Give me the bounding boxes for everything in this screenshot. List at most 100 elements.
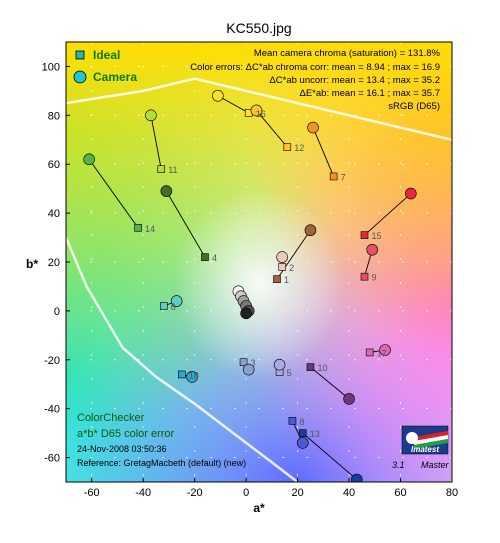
stats-box: Mean camera chroma (saturation) = 131.8%… [190,48,440,112]
camera-point-11 [145,109,157,122]
patch-label-6: 6 [171,302,176,312]
ideal-point-2 [278,263,286,271]
footer-subtitle: a*b* D65 color error [77,428,175,440]
legend-ideal-label: Ideal [93,48,120,62]
patch-label-16: 16 [256,109,266,119]
patch-label-2: 2 [289,263,294,273]
patch-label-5: 5 [287,368,292,378]
y-tick-label: -20 [44,355,60,367]
ideal-point-18 [178,370,186,379]
x-tick-label: 40 [343,487,355,499]
x-tick-label: 60 [394,487,406,499]
stats-line-1: Mean camera chroma (saturation) = 131.8% [254,48,441,59]
camera-point-3 [242,363,255,376]
footer-annotation: ColorChecker a*b* D65 color error 24-Nov… [77,412,246,468]
ideal-point-8 [288,417,297,425]
camera-point-7 [307,121,319,134]
camera-point-14 [83,153,95,166]
error-connector-15 [364,193,412,236]
camera-point-17 [379,344,391,356]
camera-point-6 [170,295,183,307]
x-tick-label: 0 [243,487,249,499]
ideal-point-1 [273,275,281,283]
patch-label-12: 12 [294,143,304,153]
ideal-point-3 [239,358,248,367]
patch-label-8: 8 [299,417,304,427]
patch-label-18: 18 [189,370,199,380]
patch-label-9: 9 [372,273,377,283]
logo-version: 3.1 [392,460,405,470]
error-connector-10 [310,366,350,400]
camera-point-1 [304,224,317,237]
x-tick-label: 20 [291,487,303,499]
logo-edition: Master [421,460,450,470]
y-tick-label: 60 [48,159,60,171]
ideal-point-13 [298,429,307,437]
camera-point-12 [250,104,263,117]
error-connector-14 [88,159,139,229]
camera-point-15 [405,187,417,200]
ideal-point-10 [306,363,315,371]
gamut-layer [66,77,452,482]
logo-name: Imatest [411,445,439,454]
y-tick-label: 0 [54,306,60,318]
camera-point-18 [186,371,198,383]
legend-ideal-marker [75,50,85,60]
ideal-point-14 [134,223,142,232]
ideal-point-6 [159,302,168,310]
error-connector-11 [150,115,162,170]
ideal-point-4 [201,253,209,261]
y-tick-label: -40 [44,404,60,416]
y-tick-label: 40 [48,208,60,220]
gamut-boundary-line [66,237,299,482]
patch-label-17: 17 [377,348,387,358]
camera-point-13 [350,473,363,482]
x-tick-label: 80 [446,487,458,499]
stats-line-2: Color errors: ΔC*ab chroma corr: mean = … [190,62,440,73]
patch-label-11: 11 [168,165,177,175]
footer-reference: Reference: GretagMacbeth (default) (new) [77,458,246,468]
legend-camera-marker [73,70,87,84]
patch-label-13: 13 [310,429,320,439]
x-axis-label: a* [253,501,265,515]
ideal-point-7 [329,172,338,181]
stats-line-4: ΔE*ab: mean = 16.1 ; max = 35.7 [300,88,441,99]
camera-point-2 [276,251,288,263]
camera-point-5 [273,358,286,371]
y-tick-label: 80 [48,110,60,122]
legend-camera-label: Camera [93,70,137,84]
patch-label-3: 3 [251,358,256,368]
error-connector-1 [276,229,311,280]
axes-layer: -60 -40 -20 0 20 40 60 80 -60 -40 -20 0 20 40 60 80 100 [42,61,458,499]
logo-stripe-red [414,431,448,441]
patch-label-4: 4 [212,253,217,263]
y-tick-label: 20 [48,257,60,269]
gamut-boundary-line [66,77,452,142]
camera-point-4 [160,185,173,197]
patch-label-15: 15 [372,231,382,241]
ideal-point-17 [365,348,374,357]
ideal-point-15 [360,231,369,239]
camera-point-10 [343,393,355,405]
camera-point-24 [240,307,252,320]
error-connector-12 [256,110,288,148]
footer-title: ColorChecker [77,412,145,424]
camera-point-16 [212,89,224,102]
imatest-logo: Imatest 3.1 Master [392,425,450,470]
error-connector-16 [217,95,249,114]
error-connector-7 [312,127,335,177]
patch-label-7: 7 [341,172,346,182]
y-tick-label: -60 [44,453,60,465]
ideal-point-9 [360,272,369,281]
camera-point-9 [366,243,379,256]
ideal-point-11 [157,165,166,173]
x-tick-label: -20 [187,487,203,499]
x-tick-label: -40 [135,487,151,499]
patch-label-10: 10 [317,363,327,373]
stats-line-5: sRGB (D65) [388,101,440,112]
footer-timestamp: 24-Nov-2008 03:50:36 [77,444,167,454]
logo-stripe-white [414,435,448,445]
